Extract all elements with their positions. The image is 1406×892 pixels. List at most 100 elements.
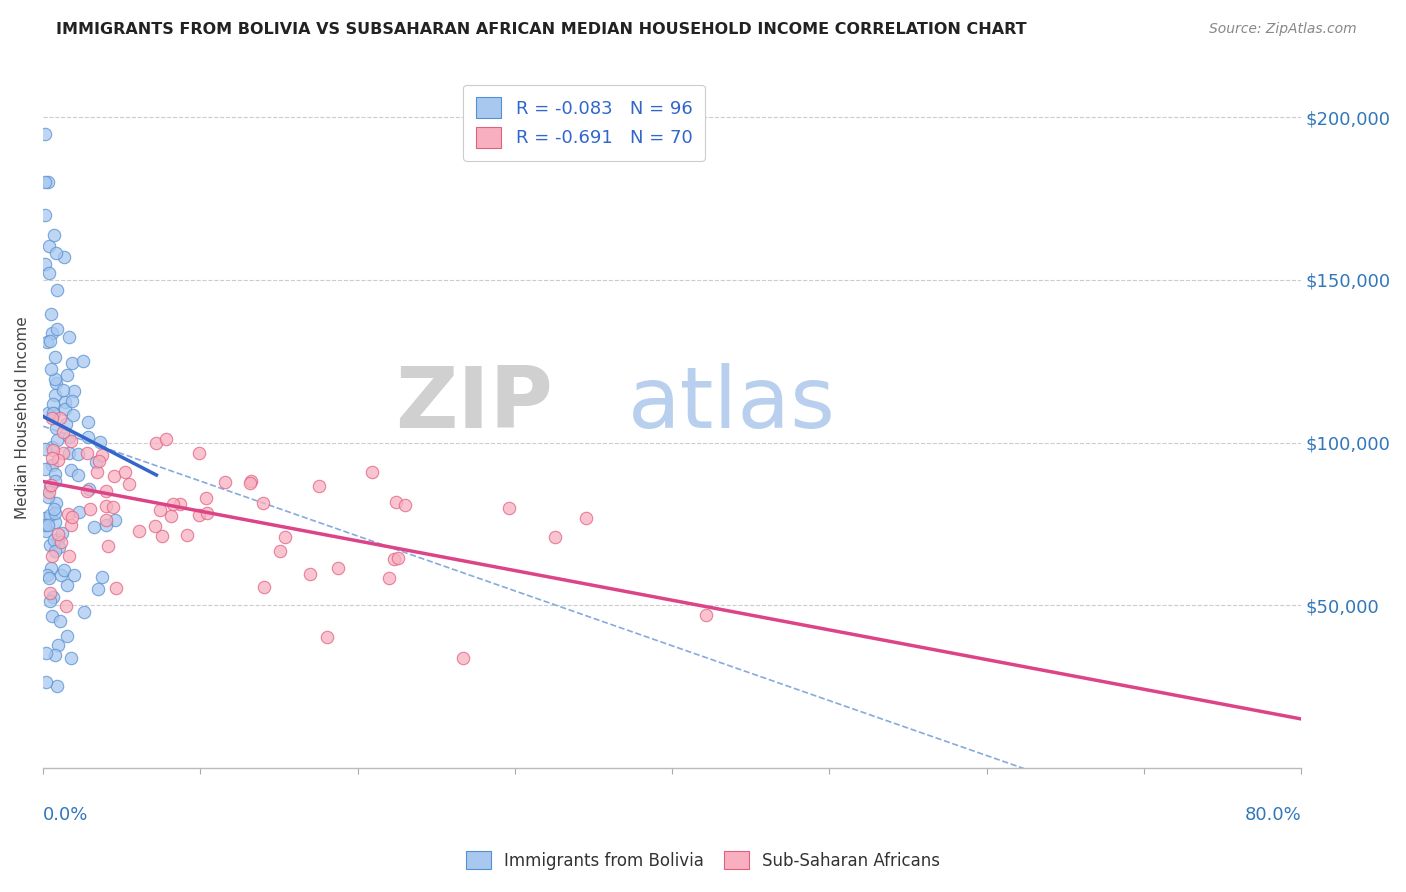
Point (34, 462, 56, 476)
Point (83, 520, 105, 534)
Point (56, 368, 79, 382)
Point (51, 446, 73, 460)
Point (34, 518, 56, 533)
Point (316, 630, 339, 644)
Point (49, 567, 72, 582)
Point (44, 515, 66, 529)
Point (89, 434, 111, 449)
Point (66, 467, 89, 482)
Point (39, 479, 62, 493)
Point (34, 208, 56, 222)
Point (239, 474, 262, 488)
Point (150, 529, 173, 543)
Point (41, 411, 63, 425)
Point (53, 563, 76, 577)
Point (46, 283, 69, 297)
Point (188, 446, 211, 460)
Point (143, 518, 166, 533)
Point (62, 568, 84, 582)
Point (299, 566, 322, 581)
Point (34, 175, 56, 189)
Point (155, 432, 177, 446)
Point (46, 527, 69, 541)
Point (42, 533, 65, 548)
Point (94, 513, 117, 527)
Point (56, 578, 79, 592)
Point (42, 591, 65, 605)
Point (41, 458, 63, 472)
Point (41, 608, 63, 623)
Point (41, 560, 63, 574)
Text: 80.0%: 80.0% (1244, 806, 1301, 824)
Point (46, 433, 69, 447)
Point (44, 350, 66, 364)
Point (39, 586, 62, 600)
Point (53, 250, 76, 264)
Point (103, 469, 125, 483)
Point (55, 629, 77, 643)
Point (45, 495, 67, 509)
Point (149, 502, 172, 516)
Point (145, 436, 167, 450)
Y-axis label: Median Household Income: Median Household Income (15, 317, 30, 519)
Text: ZIP: ZIP (395, 363, 553, 446)
Point (66, 447, 89, 461)
Point (498, 501, 520, 516)
Point (253, 580, 276, 594)
Point (118, 477, 141, 491)
Point (361, 465, 384, 479)
Point (58, 446, 80, 460)
Point (37, 175, 59, 189)
Point (44, 544, 66, 558)
Point (45, 376, 67, 390)
Point (76, 446, 98, 460)
Point (269, 544, 291, 558)
Point (44, 506, 66, 520)
Point (39, 594, 62, 608)
Point (162, 497, 184, 511)
Point (53, 401, 76, 416)
Point (52, 384, 75, 398)
Legend: Immigrants from Bolivia, Sub-Saharan Africans: Immigrants from Bolivia, Sub-Saharan Afr… (460, 845, 946, 877)
Point (695, 608, 717, 623)
Point (59, 517, 82, 532)
Point (37, 406, 59, 420)
Point (77, 482, 100, 496)
Point (48, 453, 70, 467)
Point (39, 477, 62, 491)
Point (46, 321, 69, 335)
Point (195, 506, 218, 520)
Point (51, 525, 73, 540)
Point (60, 356, 83, 370)
Point (48, 411, 70, 425)
Point (53, 395, 76, 409)
Point (188, 508, 211, 523)
Point (114, 465, 136, 479)
Point (128, 524, 150, 539)
Point (104, 513, 127, 527)
Point (239, 476, 262, 491)
Point (35, 568, 58, 582)
Point (44, 388, 66, 402)
Point (86, 465, 108, 479)
Point (73, 606, 96, 620)
Point (39, 334, 62, 348)
Point (46, 533, 69, 547)
Point (42, 443, 65, 458)
Point (94, 499, 117, 513)
Point (35, 524, 58, 538)
Point (48, 540, 70, 554)
Point (41, 549, 63, 564)
Point (34, 511, 56, 525)
Point (328, 561, 350, 575)
Point (382, 551, 405, 566)
Point (67, 505, 90, 519)
Point (38, 485, 60, 500)
Point (453, 651, 475, 665)
Point (394, 499, 416, 513)
Point (42, 406, 65, 420)
Point (194, 491, 217, 505)
Point (63, 384, 86, 398)
Point (49, 614, 72, 628)
Point (378, 571, 401, 585)
